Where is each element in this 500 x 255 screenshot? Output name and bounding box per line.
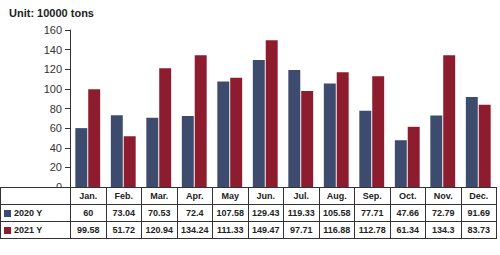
html-text:116.88: 116.88	[323, 225, 351, 235]
html-text:Mar.: Mar.	[150, 191, 169, 201]
html-text:72.79: 72.79	[432, 208, 455, 218]
html-text:119.33: 119.33	[287, 208, 315, 218]
html-text:Jul.: Jul.	[293, 191, 309, 201]
html-text:Dec.: Dec.	[469, 191, 489, 201]
html-text:134.3: 134.3	[432, 225, 455, 235]
html-text:Aug.: Aug.	[326, 191, 347, 201]
svg-text:80: 80	[50, 103, 62, 115]
html-text:134.24: 134.24	[181, 225, 209, 235]
html-text:73.04: 73.04	[112, 208, 135, 218]
html-text:83.73: 83.73	[467, 225, 490, 235]
html-text:60: 60	[83, 208, 94, 218]
svg-text:140: 140	[44, 44, 62, 56]
html-text:Oct.: Oct.	[399, 191, 417, 201]
html-text:91.69: 91.69	[467, 208, 490, 218]
html-text:77.71: 77.71	[361, 208, 384, 218]
html-text:Apr.: Apr.	[186, 191, 204, 201]
svg-text:160: 160	[44, 24, 62, 36]
html-text:105.58: 105.58	[323, 208, 351, 218]
html-text:111.33: 111.33	[217, 225, 244, 235]
html-text:129.43: 129.43	[252, 208, 280, 218]
html-text:97.71: 97.71	[290, 225, 313, 235]
html-text:May: May	[221, 191, 239, 201]
html-text:149.47: 149.47	[252, 225, 280, 235]
html-text:Nov.: Nov.	[433, 191, 453, 201]
svg-text:40: 40	[50, 142, 62, 154]
svg-text:Unit: 10000 tons: Unit: 10000 tons	[9, 7, 94, 19]
html-text:47.66: 47.66	[396, 208, 419, 218]
html-text:2020 Y: 2020 Y	[14, 208, 43, 218]
svg-text:60: 60	[50, 122, 62, 134]
html-text:120.94: 120.94	[145, 225, 173, 235]
svg-text:120: 120	[44, 63, 62, 75]
html-text:Jan.: Jan.	[79, 191, 98, 201]
html-text:107.58: 107.58	[216, 208, 244, 218]
html-text:Jun.: Jun.	[256, 191, 275, 201]
html-text:99.58: 99.58	[77, 225, 100, 235]
svg-text:20: 20	[50, 161, 62, 173]
html-text:51.72: 51.72	[112, 225, 135, 235]
html-text:2021 Y: 2021 Y	[14, 225, 43, 235]
html-text:72.4: 72.4	[186, 208, 204, 218]
html-text:61.34: 61.34	[396, 225, 419, 235]
html-text:112.78: 112.78	[358, 225, 386, 235]
svg-text:100: 100	[44, 83, 62, 95]
html-text:70.53: 70.53	[148, 208, 171, 218]
html-text:Feb.: Feb.	[114, 191, 133, 201]
html-text:Sep.: Sep.	[362, 191, 382, 201]
